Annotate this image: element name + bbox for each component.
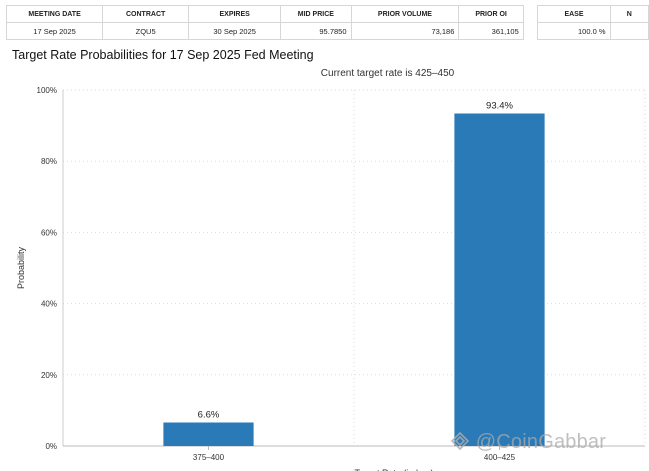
column-header-contract[interactable]: CONTRACT (102, 5, 190, 23)
y-tick-label: 40% (41, 300, 57, 309)
meeting-table: MEETING DATE CONTRACT EXPIRES MID PRICE … (5, 5, 649, 40)
column-header-expires[interactable]: EXPIRES (188, 5, 282, 23)
cell-prior-oi: 361,105 (458, 22, 524, 40)
probability-bar-chart: 0% 20% 40% 60% 80% 100% 6.6% 375–400 93.4% 400–42… (16, 86, 646, 471)
cell-contract: ZQU5 (102, 22, 190, 40)
y-tick-label: 0% (45, 442, 57, 451)
axes (62, 90, 645, 450)
column-header-meeting-date[interactable]: MEETING DATE (5, 5, 104, 23)
cell-expires: 30 Sep 2025 (188, 22, 282, 40)
cell-prior-volume: 73,186 (350, 22, 460, 40)
y-tick-label: 100% (37, 86, 57, 95)
cell-mid-price: 95.7850 (280, 22, 352, 40)
labels: 0% 20% 40% 60% 80% 100% 6.6% 375–400 93.4% 400–42… (16, 86, 516, 471)
y-tick-label: 80% (41, 157, 57, 166)
cell-ease: 100.0 % (537, 22, 611, 40)
x-tick-label: 375–400 (193, 453, 225, 462)
column-gap (522, 5, 539, 23)
coingabbar-logo-icon (450, 431, 470, 451)
column-header-n[interactable]: N (609, 5, 649, 23)
bar-375–400 (163, 422, 254, 446)
bar-400–425 (454, 113, 545, 446)
cell-meeting-date: 17 Sep 2025 (5, 22, 104, 40)
cell-gap (522, 22, 539, 40)
y-tick-label: 20% (41, 371, 57, 380)
x-tick-label: 400–425 (484, 453, 516, 462)
bars (163, 113, 545, 446)
chart-title: Target Rate Probabilities for 17 Sep 202… (12, 48, 314, 62)
watermark: @CoinGabbar (450, 431, 606, 454)
bar-data-label: 93.4% (486, 100, 513, 111)
column-header-mid-price[interactable]: MID PRICE (280, 5, 352, 23)
table-row: 17 Sep 2025 ZQU5 30 Sep 2025 95.7850 73,… (5, 22, 649, 40)
watermark-text: @CoinGabbar (475, 431, 607, 453)
y-tick-label: 60% (41, 228, 57, 237)
column-header-ease[interactable]: EASE (537, 5, 611, 23)
column-header-prior-volume[interactable]: PRIOR VOLUME (350, 5, 460, 23)
y-axis-title: Probability (16, 246, 26, 289)
bar-data-label: 6.6% (198, 410, 220, 421)
chart-subtitle: Current target rate is 425–450 (320, 68, 455, 79)
meeting-table-header-row: MEETING DATE CONTRACT EXPIRES MID PRICE … (5, 5, 649, 23)
meeting-table-wrapper: MEETING DATE CONTRACT EXPIRES MID PRICE … (0, 0, 649, 41)
column-header-prior-oi[interactable]: PRIOR OI (458, 5, 524, 23)
x-axis-title: Target Rate (in bps) (354, 468, 433, 471)
grid-lines (62, 89, 646, 447)
plot-area (63, 90, 645, 446)
cell-n (609, 22, 649, 40)
